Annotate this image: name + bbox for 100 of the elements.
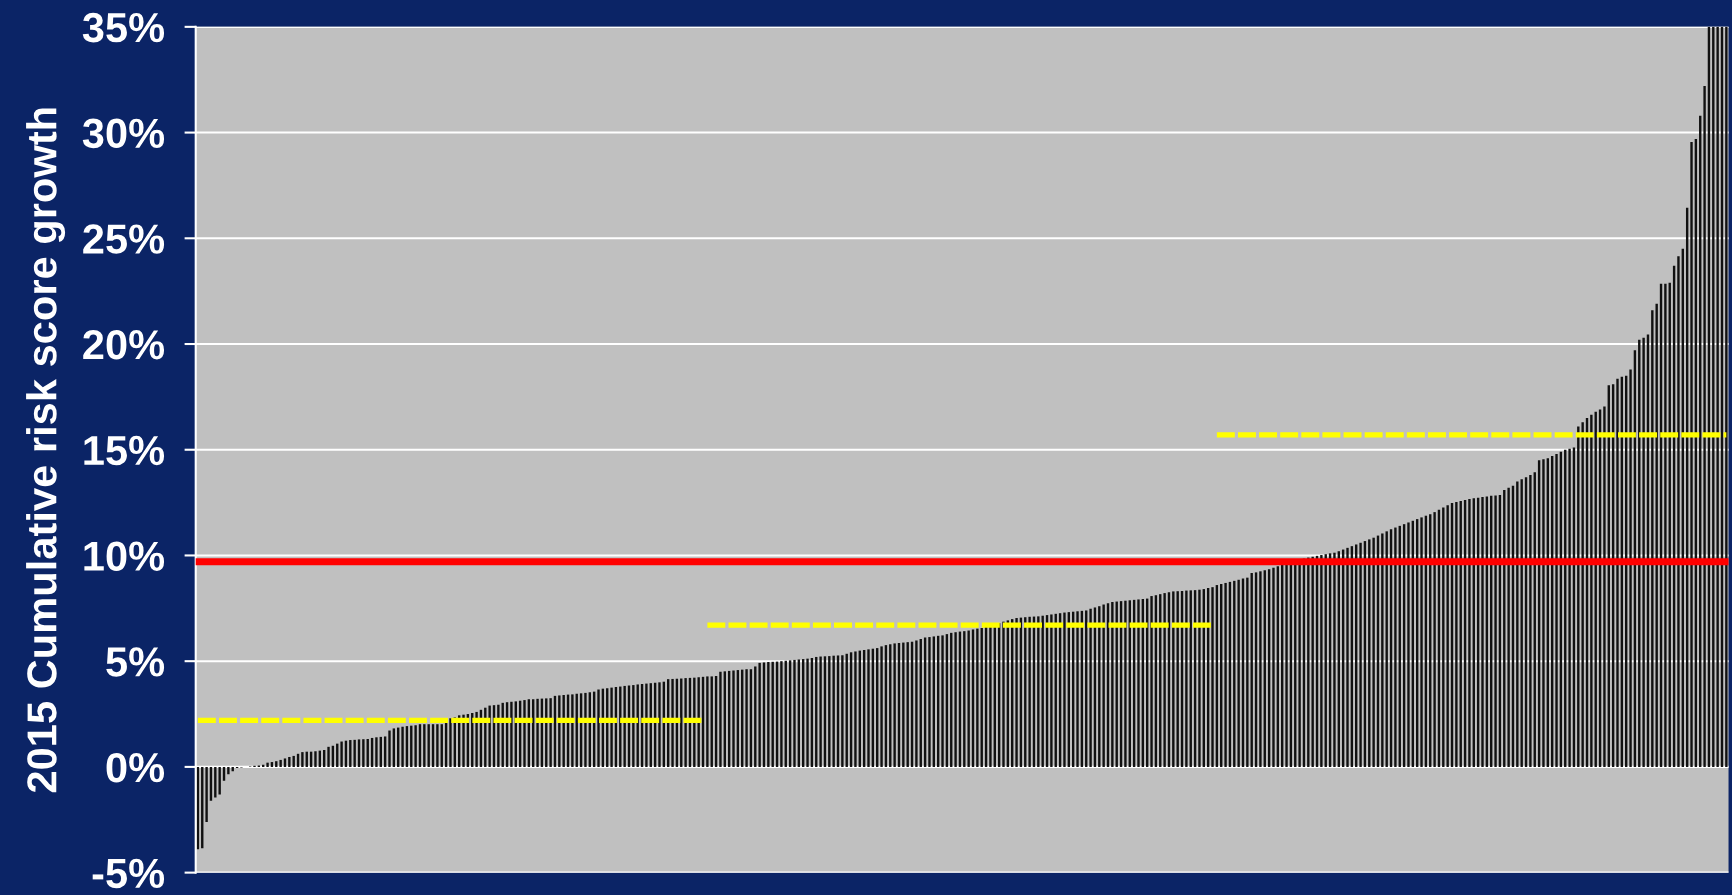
bar (1468, 499, 1471, 767)
bar (976, 628, 979, 767)
bar (1664, 283, 1667, 767)
bar (954, 632, 957, 767)
bar (828, 656, 831, 767)
bar (767, 662, 770, 767)
bar (706, 676, 709, 767)
bar (989, 625, 992, 767)
y-tick-label: -5% (92, 858, 165, 889)
bar (1124, 600, 1127, 767)
bar (867, 649, 870, 767)
bar (523, 700, 526, 767)
bar (1211, 587, 1214, 767)
bar (645, 683, 648, 767)
bar (214, 766, 217, 798)
bar (562, 695, 565, 767)
bar (732, 670, 735, 767)
bar (1629, 369, 1632, 767)
bar (1272, 567, 1275, 767)
bar (1333, 552, 1336, 767)
bar (349, 740, 352, 767)
bar (1529, 475, 1532, 767)
bar (780, 661, 783, 767)
bar (362, 739, 365, 767)
bar (758, 662, 761, 767)
y-tick-label: 30% (82, 118, 165, 149)
bar (832, 655, 835, 767)
bar (1163, 593, 1166, 767)
bar (1442, 507, 1445, 767)
bar (1555, 453, 1558, 767)
bar (697, 677, 700, 767)
bar (510, 701, 513, 767)
bar (1655, 303, 1658, 767)
bar (314, 751, 317, 767)
bar (1198, 589, 1201, 767)
bar (1616, 378, 1619, 767)
bar (1224, 582, 1227, 767)
bar (301, 752, 304, 767)
bar (423, 724, 426, 767)
bar (283, 758, 287, 767)
bar (449, 718, 452, 767)
bar (1150, 596, 1153, 767)
bar (1494, 495, 1497, 767)
bar (388, 730, 391, 767)
bar (427, 724, 430, 767)
bar (841, 655, 844, 767)
bar (1028, 616, 1031, 767)
bar (1346, 547, 1349, 767)
bar (436, 724, 439, 767)
bar (1172, 591, 1175, 767)
bar (793, 659, 796, 767)
bar (1311, 556, 1314, 767)
bar (327, 746, 330, 767)
bar (340, 741, 343, 767)
bar (1394, 527, 1397, 767)
bar (745, 669, 748, 767)
bar (819, 656, 822, 767)
bar (1285, 563, 1288, 767)
bar (1420, 517, 1423, 767)
bar (414, 725, 417, 767)
bar (854, 651, 857, 767)
bar (401, 726, 404, 767)
bar (475, 711, 478, 767)
bar (1259, 571, 1262, 767)
bar (488, 705, 491, 767)
bar (963, 631, 966, 767)
bar (1063, 612, 1066, 767)
bar (967, 630, 970, 767)
bar (536, 698, 539, 767)
bar (571, 694, 574, 767)
y-tick-label: 20% (83, 330, 165, 360)
y-axis-title: 2015 Cumulative risk score growth (26, 108, 66, 793)
bar (941, 635, 944, 767)
bar (597, 689, 600, 767)
bar (1581, 422, 1584, 767)
bar (1690, 142, 1693, 767)
bar (1507, 487, 1510, 767)
bar (497, 704, 500, 767)
bar (928, 637, 931, 767)
bar (902, 642, 905, 767)
bar (205, 766, 208, 822)
bar (1372, 537, 1375, 767)
bar (1725, 26, 1728, 767)
bar (684, 678, 687, 767)
bar (1111, 601, 1114, 767)
bar (623, 685, 626, 767)
bar (1050, 614, 1053, 767)
bar (915, 640, 918, 767)
bar (1516, 481, 1519, 767)
bar (1433, 512, 1436, 767)
bar (558, 695, 561, 767)
bar (288, 756, 291, 767)
bar (1076, 611, 1079, 767)
bar (1603, 406, 1606, 767)
bar (906, 642, 909, 767)
bar (693, 677, 696, 767)
bar (1089, 608, 1092, 767)
y-tick-label: 10% (84, 541, 165, 571)
bar (266, 762, 269, 767)
bar (353, 739, 356, 767)
